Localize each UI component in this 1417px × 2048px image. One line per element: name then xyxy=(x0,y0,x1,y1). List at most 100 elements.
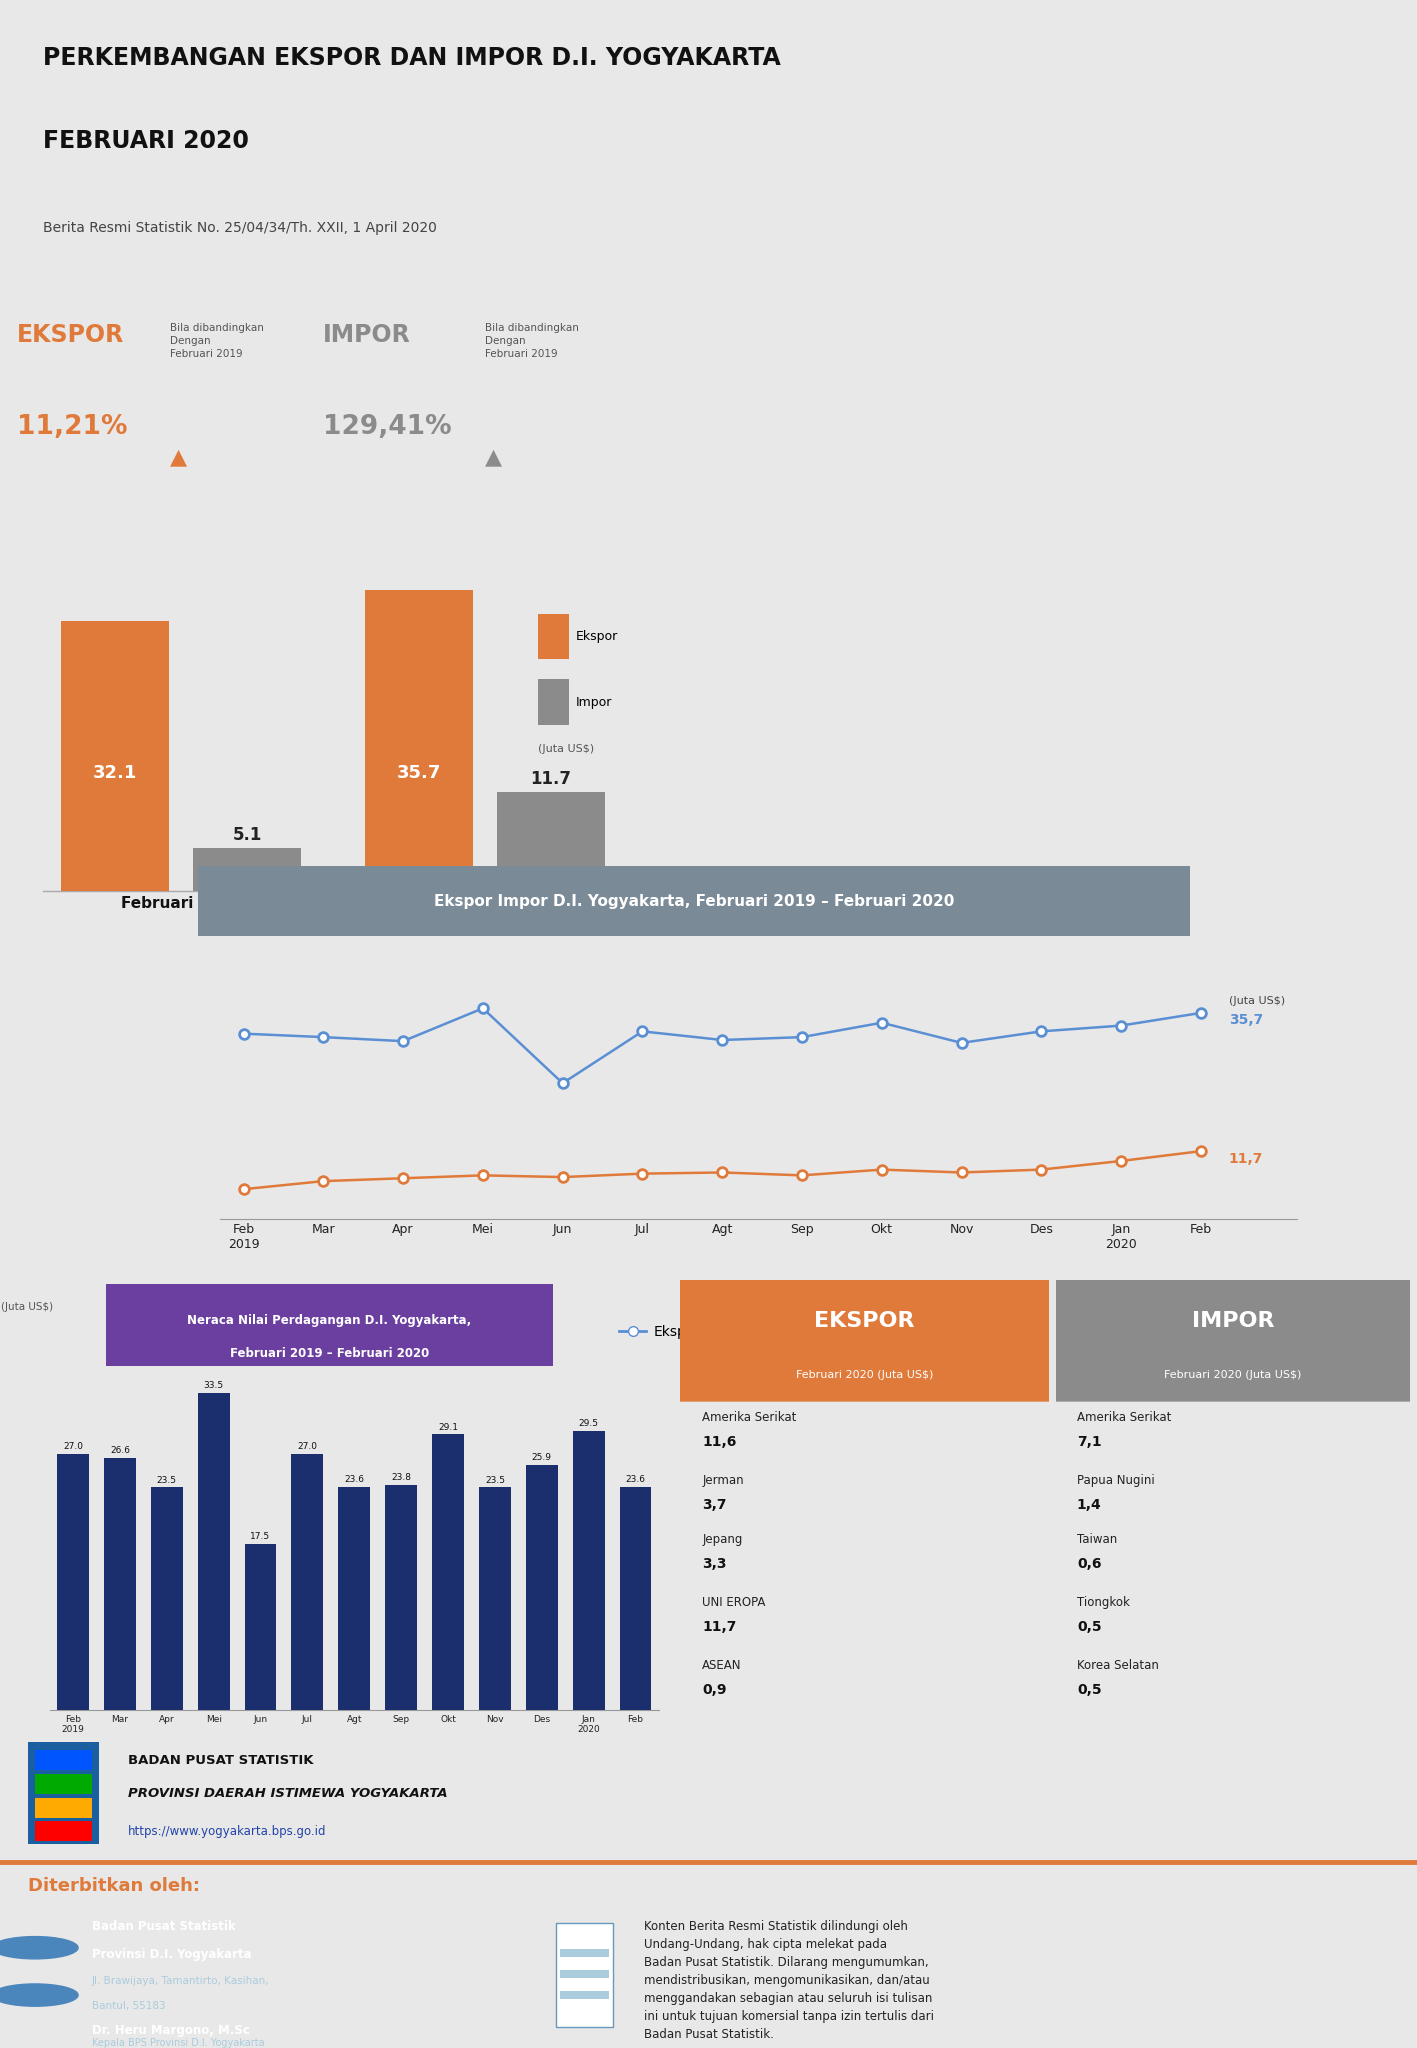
Bar xyxy=(35,1774,92,1794)
FancyBboxPatch shape xyxy=(669,1266,1060,1401)
Text: 11,7: 11,7 xyxy=(703,1620,737,1634)
Text: BADAN PUSAT STATISTIK: BADAN PUSAT STATISTIK xyxy=(128,1753,313,1767)
Text: 23.8: 23.8 xyxy=(391,1473,411,1483)
Text: 129,41%: 129,41% xyxy=(323,414,452,440)
Text: 0,6: 0,6 xyxy=(1077,1556,1101,1571)
Text: 35,7: 35,7 xyxy=(1229,1014,1263,1028)
Text: 11,21%: 11,21% xyxy=(17,414,128,440)
Text: 23.5: 23.5 xyxy=(485,1477,504,1485)
Text: 3,7: 3,7 xyxy=(703,1499,727,1511)
Text: 25.9: 25.9 xyxy=(531,1452,551,1462)
Text: IMPOR: IMPOR xyxy=(323,324,411,346)
Text: Jepang: Jepang xyxy=(703,1532,743,1546)
Bar xyxy=(526,1464,558,1710)
Text: 1,4: 1,4 xyxy=(1077,1499,1101,1511)
Bar xyxy=(479,1487,510,1710)
Text: Badan Pusat Statistik: Badan Pusat Statistik xyxy=(92,1919,235,1933)
Text: 27.0: 27.0 xyxy=(298,1442,317,1452)
Text: (Juta US$): (Juta US$) xyxy=(1,1303,52,1313)
Text: 7,1: 7,1 xyxy=(1077,1436,1101,1450)
Circle shape xyxy=(0,1937,78,1958)
Bar xyxy=(61,621,169,891)
Text: 35.7: 35.7 xyxy=(397,764,441,782)
Text: Taiwan: Taiwan xyxy=(1077,1532,1117,1546)
Bar xyxy=(561,1950,609,1958)
Text: 29.1: 29.1 xyxy=(438,1423,458,1432)
Bar xyxy=(364,590,473,891)
Text: Berita Resmi Statistik No. 25/04/34/Th. XXII, 1 April 2020: Berita Resmi Statistik No. 25/04/34/Th. … xyxy=(43,221,436,236)
Text: Korea Selatan: Korea Selatan xyxy=(1077,1659,1159,1671)
Text: Kepala BPS Provinsi D.I. Yogyakarta: Kepala BPS Provinsi D.I. Yogyakarta xyxy=(92,2038,264,2048)
Text: Tiongkok: Tiongkok xyxy=(1077,1595,1129,1608)
FancyBboxPatch shape xyxy=(84,1280,575,1370)
Text: 23.5: 23.5 xyxy=(157,1477,177,1485)
Bar xyxy=(193,848,302,891)
Bar xyxy=(619,1487,652,1710)
Bar xyxy=(35,1821,92,1841)
Text: 0,5: 0,5 xyxy=(1077,1620,1101,1634)
Text: 27.0: 27.0 xyxy=(62,1442,84,1452)
Text: Amerika Serikat: Amerika Serikat xyxy=(703,1411,796,1423)
Text: PERKEMBANGAN EKSPOR DAN IMPOR D.I. YOGYAKARTA: PERKEMBANGAN EKSPOR DAN IMPOR D.I. YOGYA… xyxy=(43,45,781,70)
Text: (Juta US$): (Juta US$) xyxy=(1229,995,1285,1006)
Bar xyxy=(561,1970,609,1978)
Text: ASEAN: ASEAN xyxy=(703,1659,741,1671)
Text: ▲: ▲ xyxy=(485,446,502,467)
Bar xyxy=(245,1544,276,1710)
Text: Impor: Impor xyxy=(575,696,612,709)
Bar xyxy=(339,1487,370,1710)
Text: Bantul, 55183: Bantul, 55183 xyxy=(92,2001,166,2011)
Text: 33.5: 33.5 xyxy=(204,1380,224,1391)
Text: Neraca Nilai Perdagangan D.I. Yogyakarta,: Neraca Nilai Perdagangan D.I. Yogyakarta… xyxy=(187,1315,472,1327)
Text: UNI EROPA: UNI EROPA xyxy=(703,1595,765,1608)
Text: Jerman: Jerman xyxy=(703,1475,744,1487)
Text: 0,9: 0,9 xyxy=(703,1683,727,1698)
Bar xyxy=(292,1454,323,1710)
Text: Bila dibandingkan
Dengan
Februari 2019: Bila dibandingkan Dengan Februari 2019 xyxy=(485,324,578,358)
Text: ▲: ▲ xyxy=(170,446,187,467)
Bar xyxy=(150,1487,183,1710)
Text: Provinsi D.I. Yogyakarta: Provinsi D.I. Yogyakarta xyxy=(92,1948,251,1960)
Text: 11,6: 11,6 xyxy=(703,1436,737,1450)
Bar xyxy=(198,1393,230,1710)
Circle shape xyxy=(0,1985,78,2007)
Text: Jl. Brawijaya, Tamantirto, Kasihan,: Jl. Brawijaya, Tamantirto, Kasihan, xyxy=(92,1976,269,1987)
Text: 11,7: 11,7 xyxy=(1229,1151,1263,1165)
Bar xyxy=(572,1432,605,1710)
Text: Februari 2020 (Juta US$): Februari 2020 (Juta US$) xyxy=(796,1370,932,1380)
Text: EKSPOR: EKSPOR xyxy=(815,1311,914,1331)
Bar xyxy=(432,1434,463,1710)
Text: Februari 2019 – Februari 2020: Februari 2019 – Februari 2020 xyxy=(230,1348,429,1360)
Bar xyxy=(538,614,570,659)
Text: https://www.yogyakarta.bps.go.id: https://www.yogyakarta.bps.go.id xyxy=(128,1825,326,1837)
Text: Dr. Heru Margono, M.Sc: Dr. Heru Margono, M.Sc xyxy=(92,2023,249,2038)
Legend: Ekspor, Impor: Ekspor, Impor xyxy=(614,1319,795,1343)
Text: EKSPOR: EKSPOR xyxy=(17,324,125,346)
Text: 26.6: 26.6 xyxy=(111,1446,130,1456)
Text: IMPOR: IMPOR xyxy=(1192,1311,1274,1331)
Text: 5.1: 5.1 xyxy=(232,825,262,844)
Text: Amerika Serikat: Amerika Serikat xyxy=(1077,1411,1172,1423)
FancyBboxPatch shape xyxy=(149,862,1240,940)
Text: Ekspor Impor D.I. Yogyakarta, Februari 2019 – Februari 2020: Ekspor Impor D.I. Yogyakarta, Februari 2… xyxy=(434,893,955,909)
Text: Diterbitkan oleh:: Diterbitkan oleh: xyxy=(28,1876,200,1894)
Text: 11.7: 11.7 xyxy=(530,770,571,788)
Text: Papua Nugini: Papua Nugini xyxy=(1077,1475,1155,1487)
Text: FEBRUARI 2020: FEBRUARI 2020 xyxy=(43,129,248,154)
Text: Konten Berita Resmi Statistik dilindungi oleh
Undang-Undang, hak cipta melekat p: Konten Berita Resmi Statistik dilindungi… xyxy=(643,1919,934,2042)
Bar xyxy=(497,793,605,891)
Bar xyxy=(35,1798,92,1819)
Text: 32.1: 32.1 xyxy=(94,764,137,782)
Text: 0,5: 0,5 xyxy=(1077,1683,1101,1698)
Bar xyxy=(28,1743,99,1843)
Bar xyxy=(57,1454,89,1710)
FancyBboxPatch shape xyxy=(1044,1266,1417,1401)
Bar xyxy=(35,1751,92,1769)
Text: Ekspor: Ekspor xyxy=(575,631,618,643)
Bar xyxy=(385,1485,417,1710)
Text: PROVINSI DAERAH ISTIMEWA YOGYAKARTA: PROVINSI DAERAH ISTIMEWA YOGYAKARTA xyxy=(128,1788,448,1800)
Bar xyxy=(555,1923,614,2028)
Text: 3,3: 3,3 xyxy=(703,1556,727,1571)
Text: Bila dibandingkan
Dengan
Februari 2019: Bila dibandingkan Dengan Februari 2019 xyxy=(170,324,264,358)
Text: 29.5: 29.5 xyxy=(578,1419,598,1427)
